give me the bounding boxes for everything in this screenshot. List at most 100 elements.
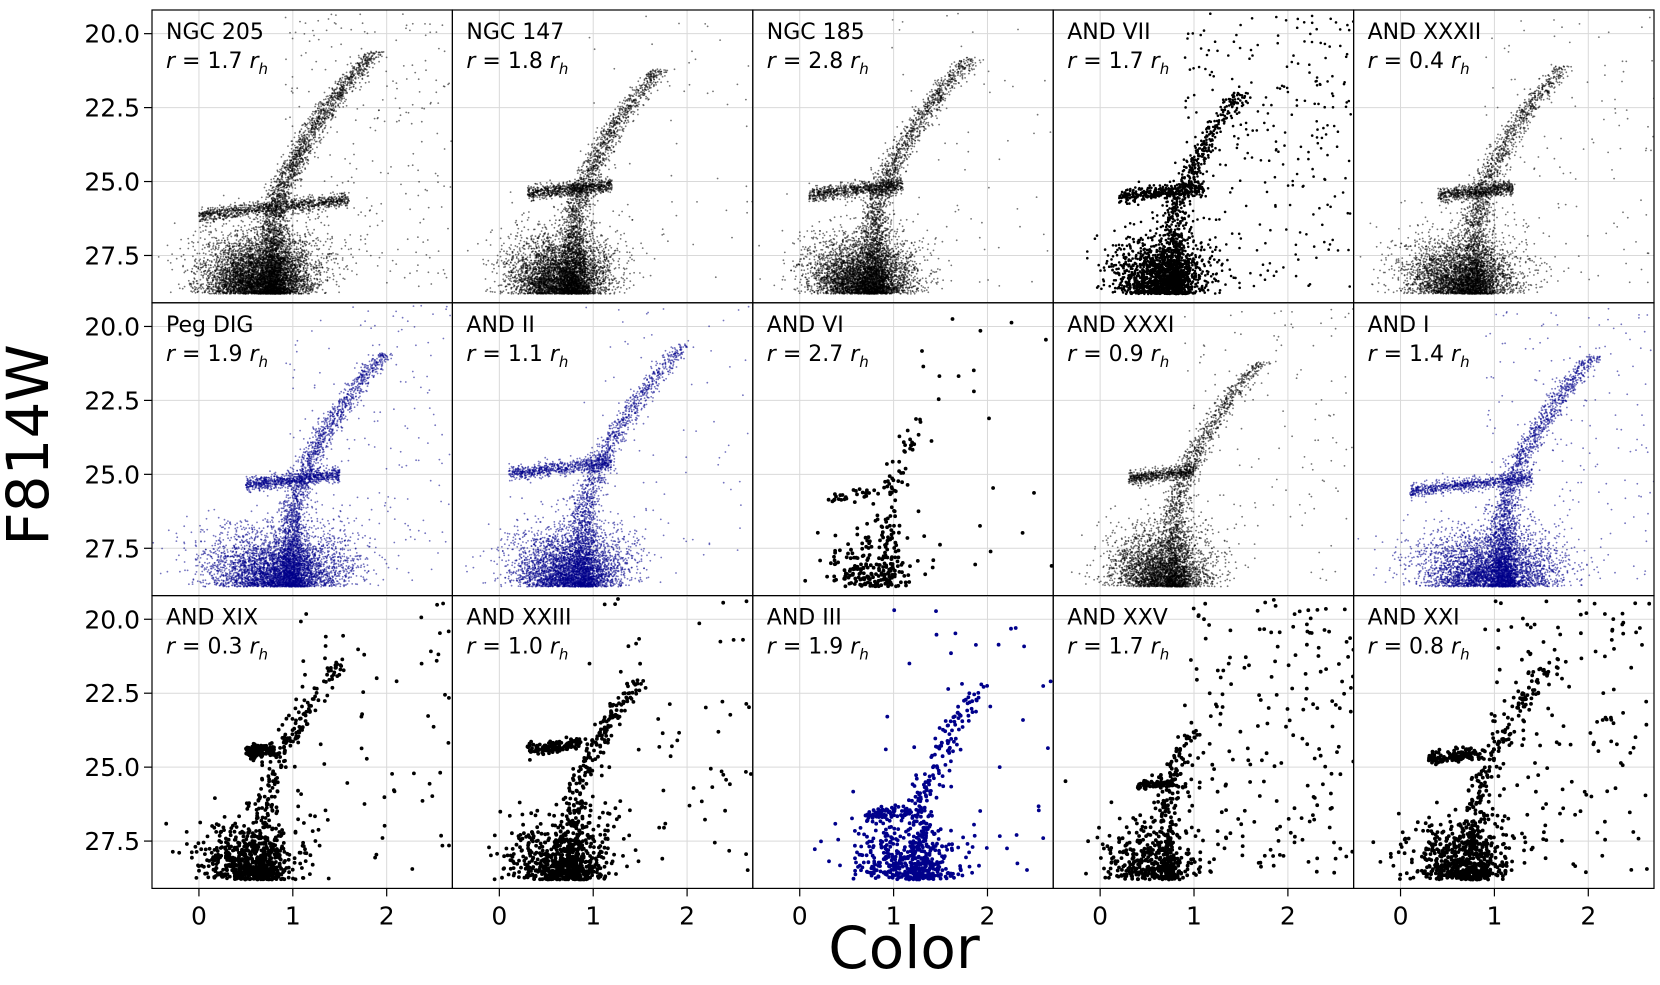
data-point <box>248 257 250 259</box>
data-point <box>204 238 206 240</box>
data-point <box>231 255 233 257</box>
data-point <box>180 239 182 241</box>
data-point <box>295 262 297 264</box>
data-point <box>233 261 235 263</box>
data-point <box>243 259 245 261</box>
data-point <box>212 246 214 248</box>
data-point <box>250 238 252 240</box>
data-point <box>339 274 341 276</box>
data-point <box>260 236 262 238</box>
data-point <box>238 225 240 227</box>
data-point <box>226 252 228 254</box>
data-point <box>218 273 220 275</box>
data-point <box>195 231 197 233</box>
data-point <box>208 231 210 233</box>
data-point <box>210 264 212 266</box>
data-point <box>244 271 246 273</box>
data-point <box>244 225 246 227</box>
data-point <box>254 236 256 238</box>
data-point <box>202 224 204 226</box>
data-point <box>239 251 241 253</box>
data-point <box>205 225 207 227</box>
data-point <box>252 249 254 251</box>
data-point <box>350 248 352 250</box>
data-point <box>231 286 233 288</box>
data-point <box>296 248 298 250</box>
data-point <box>230 261 232 263</box>
data-point <box>299 237 301 239</box>
data-point <box>199 269 201 271</box>
data-point <box>240 245 242 247</box>
data-point <box>329 256 331 258</box>
data-point <box>224 283 226 285</box>
data-point <box>228 278 230 280</box>
data-point <box>326 216 328 218</box>
data-point <box>243 246 245 248</box>
data-point <box>234 267 236 269</box>
data-point <box>306 281 308 283</box>
data-point <box>298 282 300 284</box>
data-point <box>314 278 316 280</box>
data-point <box>261 259 263 261</box>
data-point <box>248 229 250 231</box>
data-point <box>212 291 214 293</box>
data-point <box>341 248 343 250</box>
data-point <box>185 270 187 272</box>
data-point <box>318 263 320 265</box>
data-point <box>228 286 230 288</box>
data-point <box>210 272 212 274</box>
data-point <box>306 269 308 271</box>
data-point <box>210 267 212 269</box>
data-point <box>232 264 234 266</box>
data-point <box>318 265 320 267</box>
data-point <box>213 244 215 246</box>
data-point <box>261 248 263 250</box>
data-point <box>297 261 299 263</box>
data-point <box>209 242 211 244</box>
data-point <box>320 262 322 264</box>
data-point <box>222 234 224 236</box>
data-point <box>213 272 215 274</box>
data-point <box>234 274 236 276</box>
data-point <box>202 244 204 246</box>
data-point <box>228 253 230 255</box>
data-point <box>298 253 300 255</box>
data-point <box>200 274 202 276</box>
data-point <box>191 268 193 270</box>
data-point <box>317 255 319 257</box>
data-point <box>304 233 306 235</box>
data-point <box>222 266 224 268</box>
data-point <box>209 260 211 262</box>
data-point <box>312 283 314 285</box>
data-point <box>229 276 231 278</box>
data-point <box>196 271 198 273</box>
data-point <box>228 256 230 258</box>
data-point <box>310 285 312 287</box>
data-point <box>240 250 242 252</box>
data-point <box>305 292 307 294</box>
data-point <box>197 241 199 243</box>
data-point <box>220 261 222 263</box>
data-point <box>296 274 298 276</box>
data-point <box>303 269 305 271</box>
data-point <box>249 217 251 219</box>
data-point <box>303 293 305 295</box>
data-point <box>306 290 308 292</box>
data-point <box>242 240 244 242</box>
data-point <box>319 281 321 283</box>
data-point <box>240 262 242 264</box>
data-point <box>355 262 357 264</box>
data-point <box>296 264 298 266</box>
data-point <box>221 231 223 233</box>
data-point <box>229 247 231 249</box>
data-point <box>235 256 237 258</box>
data-point <box>207 282 209 284</box>
data-point <box>301 293 303 295</box>
data-point <box>293 260 295 262</box>
data-point <box>203 262 205 264</box>
data-point <box>233 254 235 256</box>
data-point <box>203 252 205 254</box>
data-point <box>310 253 312 255</box>
data-point <box>255 217 257 219</box>
